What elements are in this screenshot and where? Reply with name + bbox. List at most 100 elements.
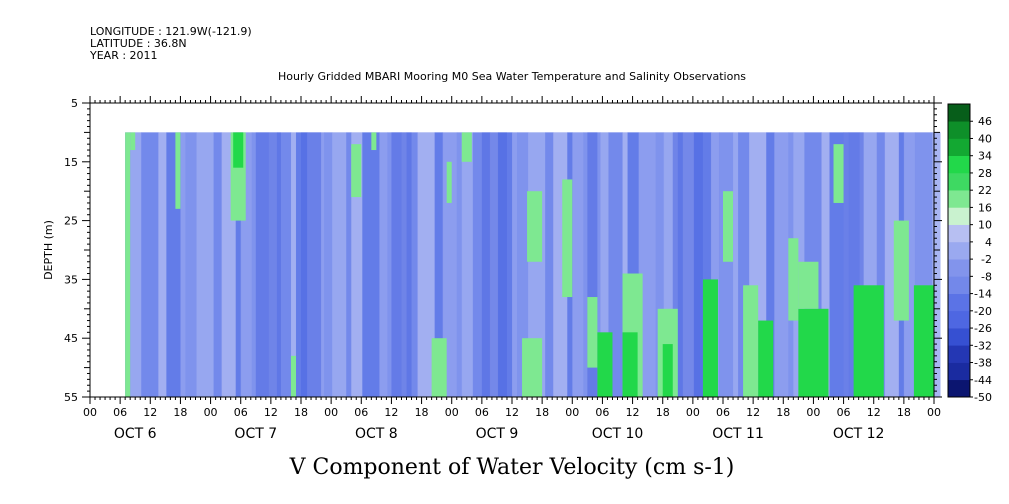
y-axis-label: DEPTH (m) bbox=[42, 220, 55, 280]
field-streak bbox=[185, 132, 198, 397]
x-tick-label: 12 bbox=[143, 406, 157, 419]
positive-region bbox=[597, 332, 613, 397]
colorbar-label: 4 bbox=[985, 236, 992, 249]
x-tick-label: 06 bbox=[234, 406, 248, 419]
positive-region bbox=[913, 285, 934, 397]
day-label: OCT 10 bbox=[592, 426, 644, 442]
field-streak bbox=[512, 132, 518, 397]
positive-region bbox=[461, 132, 472, 162]
x-tick-label: 06 bbox=[475, 406, 489, 419]
positive-region bbox=[788, 238, 799, 321]
colorbar-label: 40 bbox=[978, 132, 992, 145]
x-tick-label: 18 bbox=[897, 406, 911, 419]
day-label: OCT 11 bbox=[712, 426, 764, 442]
x-tick-label: 06 bbox=[113, 406, 127, 419]
positive-region bbox=[371, 132, 377, 151]
y-tick-label: 45 bbox=[64, 332, 78, 345]
positive-region bbox=[175, 132, 181, 209]
positive-region bbox=[758, 320, 774, 397]
field-streak bbox=[434, 132, 444, 397]
colorbar-bin bbox=[948, 362, 970, 381]
colorbar-label: 34 bbox=[978, 150, 992, 163]
colorbar-label: 16 bbox=[978, 201, 992, 214]
x-tick-label: 06 bbox=[716, 406, 730, 419]
field-streak bbox=[240, 132, 253, 397]
day-label: OCT 9 bbox=[476, 426, 519, 442]
x-tick-label: 00 bbox=[445, 406, 459, 419]
y-tick-label: 5 bbox=[71, 97, 78, 110]
positive-region bbox=[662, 344, 673, 397]
positive-region bbox=[893, 220, 909, 321]
x-tick-label: 18 bbox=[776, 406, 790, 419]
field-streak bbox=[213, 132, 223, 397]
x-tick-label: 06 bbox=[837, 406, 851, 419]
colorbar-label: -26 bbox=[974, 322, 992, 335]
positive-region bbox=[798, 308, 829, 397]
colorbar-bin bbox=[948, 310, 970, 329]
field-streak bbox=[196, 132, 215, 397]
y-tick-label: 25 bbox=[64, 215, 78, 228]
positive-region bbox=[702, 279, 718, 397]
field-streak bbox=[379, 132, 388, 397]
x-tick-label: 18 bbox=[656, 406, 670, 419]
x-tick-label: 12 bbox=[264, 406, 278, 419]
field-streak bbox=[158, 132, 167, 397]
field-streak bbox=[545, 132, 554, 397]
colorbar-label: -2 bbox=[981, 253, 992, 266]
x-tick-label: 12 bbox=[505, 406, 519, 419]
colorbar-label: 46 bbox=[978, 115, 992, 128]
colorbar-label: 10 bbox=[978, 219, 992, 232]
longitude-label: LONGITUDE : 121.9W(-121.9) bbox=[90, 25, 252, 38]
field-core bbox=[255, 132, 281, 397]
field-streak bbox=[290, 132, 297, 397]
colorbar-bin bbox=[948, 155, 970, 174]
colorbar-label: 22 bbox=[978, 184, 992, 197]
field-streak bbox=[774, 132, 789, 397]
positive-region bbox=[446, 161, 452, 203]
colorbar-label: 28 bbox=[978, 167, 992, 180]
positive-region bbox=[351, 144, 362, 198]
variable-label: V Component of Water Velocity (cm s-1) bbox=[289, 455, 735, 480]
colorbar-bin bbox=[948, 241, 970, 260]
colorbar-bin bbox=[948, 379, 970, 398]
colorbar-bin bbox=[948, 121, 970, 139]
x-tick-label: 00 bbox=[83, 406, 97, 419]
field-core bbox=[481, 132, 507, 397]
positive-region bbox=[587, 297, 598, 368]
colorbar-label: -32 bbox=[974, 339, 992, 352]
field-streak bbox=[180, 132, 186, 397]
field-core bbox=[301, 132, 322, 397]
colorbar-bin bbox=[948, 259, 970, 277]
colorbar-bin bbox=[948, 293, 970, 312]
x-tick-label: 06 bbox=[595, 406, 609, 419]
colorbar-frame bbox=[947, 103, 971, 398]
y-tick-label: 55 bbox=[64, 391, 78, 404]
positive-region bbox=[290, 355, 296, 397]
x-tick-label: 00 bbox=[806, 406, 820, 419]
field-streak bbox=[931, 132, 941, 397]
x-tick-label: 12 bbox=[867, 406, 881, 419]
year-label: YEAR : 2011 bbox=[89, 49, 158, 62]
plot-area: 5 15 25 35 45 55 00 06 12 18 00 06 12 18 00 06 12 18 00 06 1… bbox=[64, 96, 942, 442]
positive-region bbox=[130, 132, 136, 151]
x-tick-label: 12 bbox=[746, 406, 760, 419]
colorbar-label: -50 bbox=[974, 391, 992, 404]
field-streak bbox=[655, 132, 665, 397]
colorbar-label: -14 bbox=[974, 288, 992, 301]
x-tick-label: 00 bbox=[565, 406, 579, 419]
colorbar-label: -20 bbox=[974, 305, 992, 318]
colorbar-bin bbox=[948, 224, 970, 243]
field-streak bbox=[884, 132, 900, 397]
chart-title: Hourly Gridded MBARI Mooring M0 Sea Wate… bbox=[278, 70, 746, 83]
field-streak bbox=[733, 132, 739, 397]
day-label: OCT 6 bbox=[114, 426, 157, 442]
colorbar-bin bbox=[948, 207, 970, 225]
field-streak bbox=[903, 132, 916, 397]
latitude-label: LATITUDE : 36.8N bbox=[90, 37, 187, 50]
field-streak bbox=[718, 132, 734, 397]
day-label: OCT 12 bbox=[833, 426, 885, 442]
field-streak bbox=[627, 132, 640, 397]
positive-region bbox=[798, 261, 819, 309]
x-tick-label: 12 bbox=[626, 406, 640, 419]
field-streak bbox=[572, 132, 584, 397]
